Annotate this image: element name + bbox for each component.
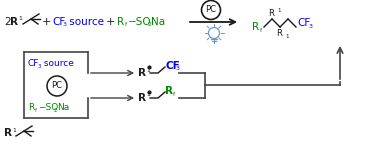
Text: R: R [252, 22, 259, 32]
Text: PC: PC [206, 6, 217, 14]
Text: R: R [28, 104, 34, 112]
Text: R: R [10, 17, 18, 27]
Text: R: R [4, 128, 12, 138]
Text: 3: 3 [38, 63, 42, 69]
Text: f: f [125, 22, 127, 28]
Text: 2: 2 [4, 17, 11, 27]
Text: +: + [105, 17, 115, 27]
Text: 3: 3 [309, 24, 313, 28]
Text: 1: 1 [12, 128, 16, 132]
Text: CF: CF [165, 61, 180, 71]
Text: Na: Na [151, 17, 165, 27]
Text: f: f [35, 108, 37, 114]
Text: Na: Na [57, 104, 69, 112]
Text: CF: CF [28, 59, 39, 67]
Text: source: source [41, 59, 74, 67]
Text: −SO: −SO [38, 104, 58, 112]
Text: R: R [165, 86, 173, 96]
Text: 2: 2 [148, 22, 152, 28]
Text: source: source [66, 17, 104, 27]
Text: 3: 3 [63, 22, 67, 28]
Text: R: R [138, 68, 146, 78]
Text: R: R [268, 8, 274, 17]
Text: f: f [173, 91, 175, 97]
Text: −SO: −SO [128, 17, 152, 27]
Text: f: f [260, 28, 262, 32]
Text: 3: 3 [176, 66, 180, 72]
Text: 2: 2 [54, 108, 57, 114]
Text: CF: CF [52, 17, 65, 27]
Text: CF: CF [297, 18, 310, 28]
Text: 1: 1 [285, 34, 288, 38]
Text: R: R [276, 30, 282, 38]
Text: +: + [41, 17, 51, 27]
Text: 1: 1 [146, 67, 150, 73]
Text: 1: 1 [18, 15, 22, 21]
Text: 1: 1 [277, 8, 280, 14]
Text: R: R [138, 93, 146, 103]
Text: 1: 1 [146, 93, 150, 97]
Text: PC: PC [51, 82, 62, 90]
Text: R: R [117, 17, 124, 27]
